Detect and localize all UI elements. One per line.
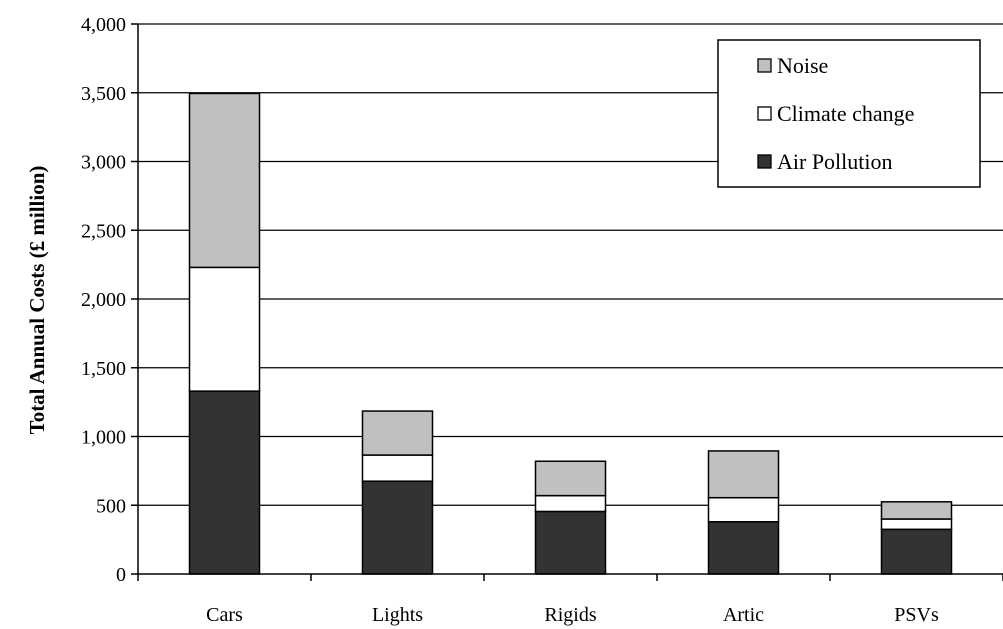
y-axis-title: Total Annual Costs (£ million) <box>25 166 49 435</box>
y-tick-labels: 0 500 1,000 1,500 2,000 2,500 3,000 3,500 4,000 <box>81 14 126 586</box>
bar-lights-climate-change <box>361 454 434 482</box>
y-tick-label: 2,500 <box>81 220 126 242</box>
y-tick-label: 0 <box>116 564 126 586</box>
bar-artic-air-pollution <box>707 521 780 575</box>
legend-label: Air Pollution <box>777 149 893 174</box>
legend-swatch-climate-change <box>757 106 772 121</box>
x-tick-label: Lights <box>372 604 423 626</box>
bar-cars-air-pollution <box>188 390 261 575</box>
x-tick-labels: Cars Lights Rigids Artic PSVs <box>206 604 939 626</box>
bar-rigids-noise <box>534 460 607 497</box>
x-tick-label: Artic <box>723 604 764 626</box>
legend-label: Climate change <box>777 101 914 126</box>
x-tick-label: PSVs <box>894 604 939 626</box>
bar-rigids-air-pollution <box>534 510 607 575</box>
x-tick-label: Cars <box>206 604 243 626</box>
y-tick-label: 2,000 <box>81 289 126 311</box>
legend-swatch-air-pollution <box>757 154 772 169</box>
gridlines <box>138 23 1003 506</box>
bar-psvs-climate-change <box>880 518 953 531</box>
y-tick-label: 3,500 <box>81 83 126 105</box>
bar-psvs-air-pollution <box>880 528 953 575</box>
bar-cars-noise <box>188 92 261 269</box>
legend-swatch-noise <box>757 58 772 73</box>
y-tick-label: 500 <box>96 495 126 517</box>
x-tick-label: Rigids <box>544 604 596 626</box>
legend-label: Noise <box>777 53 828 78</box>
bars <box>188 92 953 575</box>
bar-artic-noise <box>707 450 780 499</box>
y-tick-label: 3,000 <box>81 152 126 174</box>
y-tick-label: 4,000 <box>81 14 126 36</box>
bar-lights-air-pollution <box>361 480 434 575</box>
bar-lights-noise <box>361 410 434 456</box>
bar-artic-climate-change <box>707 496 780 523</box>
axes <box>131 23 1003 581</box>
bar-rigids-climate-change <box>534 494 607 513</box>
legend: Noise Climate change Air Pollution <box>717 39 981 188</box>
y-tick-label: 1,500 <box>81 358 126 380</box>
bar-psvs-noise <box>880 501 953 520</box>
y-tick-label: 1,000 <box>81 427 126 449</box>
bar-cars-climate-change <box>188 266 261 392</box>
